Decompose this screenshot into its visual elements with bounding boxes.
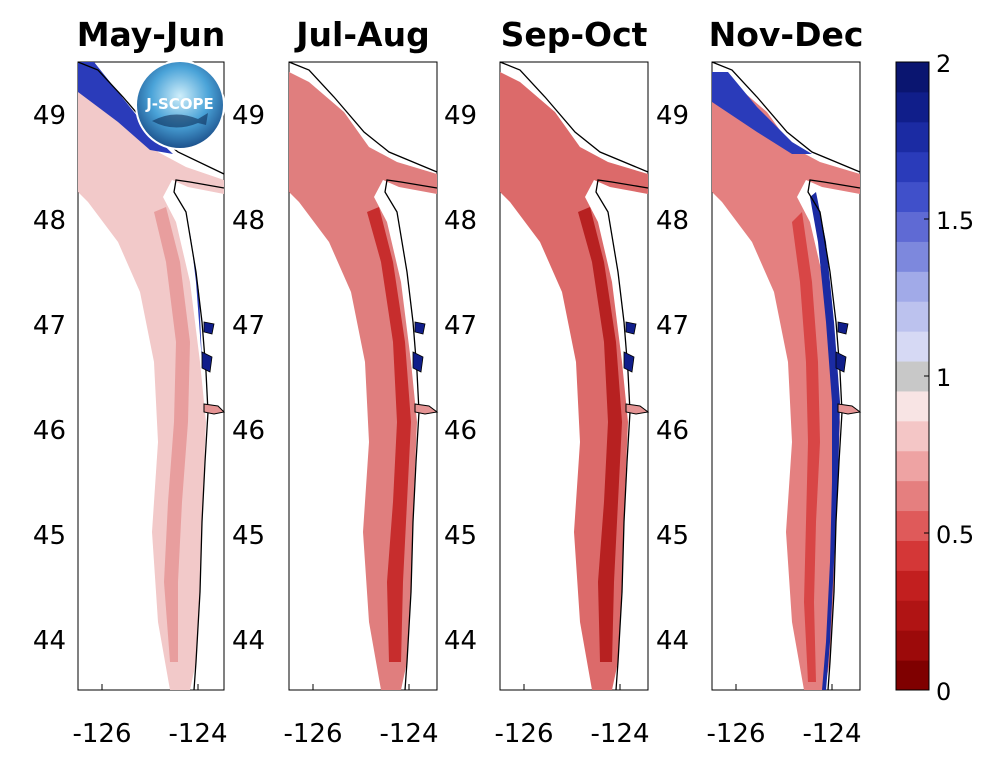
columbia-estuary [625, 403, 650, 415]
coastline [711, 61, 861, 691]
lat-tick-label: 44 [232, 626, 265, 656]
colorbar-step [896, 510, 929, 541]
shelf-warm-band [154, 207, 190, 662]
colorbar-step [896, 271, 929, 302]
lat-tick-label: 45 [444, 521, 477, 551]
colorbar-step [896, 181, 929, 213]
logo-globe [135, 60, 225, 150]
lat-tick-label: 47 [656, 311, 689, 341]
lat-tick-label: 46 [656, 416, 689, 446]
panel-sep-oct [499, 61, 650, 691]
colorbar-step [896, 301, 929, 332]
lat-tick-label: 47 [33, 311, 66, 341]
colorbar-step [896, 211, 929, 242]
lon-tick-label: -126 [283, 719, 342, 749]
lat-tick-label: 48 [656, 206, 689, 236]
coastline [288, 61, 438, 691]
colorbar-step [896, 62, 929, 93]
lat-tick-label: 44 [444, 626, 477, 656]
logo: J-SCOPE [135, 60, 225, 150]
columbia-estuary [203, 403, 226, 415]
lon-tick-label: -126 [72, 719, 131, 749]
panel-title: Nov-Dec [709, 15, 864, 54]
lon-tick-label: -126 [494, 719, 553, 749]
lat-tick-label: 49 [232, 101, 265, 131]
lat-tick-label: 49 [444, 101, 477, 131]
lat-tick-label: 46 [33, 416, 66, 446]
ocean-shelf [712, 72, 860, 690]
colorbar-tick-label: 0.5 [936, 521, 974, 549]
colorbar-step [896, 121, 929, 153]
colorbar-step [896, 480, 929, 512]
coastline [499, 61, 649, 691]
bay-inlet [835, 321, 849, 373]
colorbar-step [896, 390, 929, 422]
colorbar-frame [895, 61, 930, 691]
panel-may-jun: J-SCOPE [77, 60, 226, 691]
lon-tick-label: -124 [802, 719, 861, 749]
colorbar-step [896, 331, 929, 362]
colorbar-step [896, 540, 929, 571]
bay-inlet [412, 321, 426, 373]
colorbar-step [896, 91, 929, 123]
coastal-blue-band [78, 62, 173, 154]
colorbar-step [896, 420, 929, 452]
lat-tick-label: 49 [33, 101, 66, 131]
panel-nov-dec [711, 61, 862, 691]
coast-blue-strip [810, 192, 840, 690]
colorbar-step [896, 600, 929, 631]
colorbar-tick-label: 1 [936, 364, 951, 392]
colorbar-tick-label: 1.5 [936, 207, 974, 235]
lon-tick-label: -126 [706, 719, 765, 749]
lat-tick-label: 45 [656, 521, 689, 551]
bay-inlet [201, 321, 215, 373]
columbia-estuary [837, 403, 862, 415]
panel-title: May-Jun [77, 15, 226, 54]
colorbar-step [896, 361, 929, 392]
lon-tick-label: -124 [379, 719, 438, 749]
panel-title: Jul-Aug [294, 15, 429, 54]
shelf-warm-band [367, 207, 411, 662]
bay-inlet [623, 321, 637, 373]
colorbar-step [896, 151, 929, 183]
lat-tick-label: 45 [232, 521, 265, 551]
lon-tick-label: -124 [590, 719, 649, 749]
lat-tick-label: 46 [232, 416, 265, 446]
shelf-warm-band [792, 212, 820, 682]
columbia-estuary [414, 403, 439, 415]
colorbar-step [896, 660, 929, 691]
lat-tick-label: 48 [444, 206, 477, 236]
lat-tick-label: 47 [444, 311, 477, 341]
lon-tick-label: -124 [168, 719, 227, 749]
lat-tick-label: 49 [656, 101, 689, 131]
colorbar-step [896, 570, 929, 601]
ocean-shelf [78, 92, 224, 690]
panel-title: Sep-Oct [501, 15, 648, 54]
colorbar-step [896, 241, 929, 272]
logo-fish-icon [152, 113, 208, 128]
logo-text: J-SCOPE [145, 95, 214, 113]
colorbar-step [896, 630, 929, 661]
colorbar-tick-label: 2 [936, 50, 951, 78]
shelf-warm-band [578, 207, 622, 662]
colorbar-tick-label: 0 [936, 678, 951, 706]
colorbar [896, 61, 929, 691]
coastal-blue-band [712, 72, 812, 154]
lat-tick-label: 48 [232, 206, 265, 236]
lat-tick-label: 46 [444, 416, 477, 446]
lat-tick-label: 45 [33, 521, 66, 551]
lat-tick-label: 44 [656, 626, 689, 656]
lat-tick-label: 44 [33, 626, 66, 656]
colorbar-step [896, 450, 929, 482]
lat-tick-label: 48 [33, 206, 66, 236]
panel-jul-aug [288, 61, 439, 691]
lat-tick-label: 47 [232, 311, 265, 341]
